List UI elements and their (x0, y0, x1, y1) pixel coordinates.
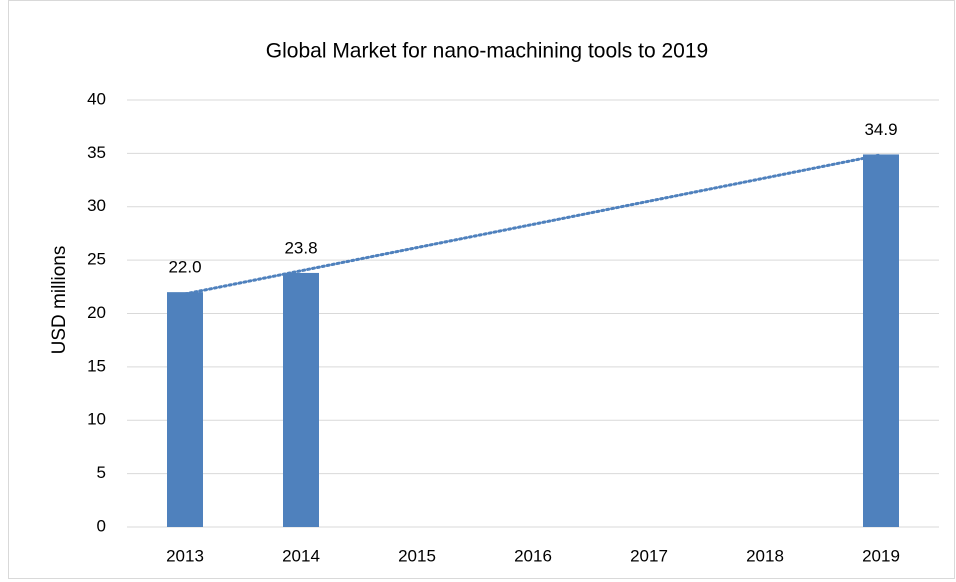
x-tick-label: 2014 (282, 546, 320, 565)
x-tick-label: 2017 (630, 546, 668, 565)
x-tick-label: 2015 (398, 546, 436, 565)
x-tick-label: 2016 (514, 546, 552, 565)
x-tick-label: 2019 (862, 546, 900, 565)
y-tick-label: 20 (87, 303, 106, 322)
y-tick-label: 25 (87, 250, 106, 269)
x-tick-label: 2013 (166, 546, 204, 565)
y-tick-label: 5 (97, 463, 106, 482)
y-axis-label: USD millions (49, 246, 70, 355)
chart-border (8, 0, 955, 579)
y-tick-label: 10 (87, 410, 106, 429)
value-label: 23.8 (284, 238, 317, 257)
y-tick-label: 0 (97, 516, 106, 535)
y-tick-label: 15 (87, 356, 106, 375)
chart-title: Global Market for nano-machining tools t… (266, 40, 708, 63)
trendline (183, 153, 883, 296)
y-tick-label: 40 (87, 89, 106, 108)
value-label: 34.9 (864, 120, 897, 139)
value-label: 22.0 (168, 258, 201, 277)
bar (167, 292, 203, 527)
bar (283, 272, 319, 527)
bar (863, 154, 899, 527)
y-tick-label: 30 (87, 196, 106, 215)
y-tick-label: 35 (87, 143, 106, 162)
x-tick-label: 2018 (746, 546, 784, 565)
